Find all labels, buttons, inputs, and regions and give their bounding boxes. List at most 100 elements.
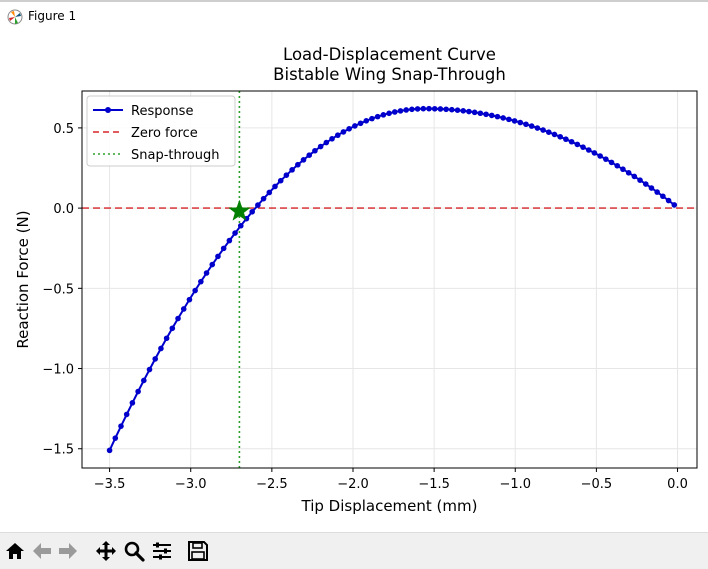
data-point [232,230,238,236]
data-point [180,306,187,312]
data-point [540,127,546,133]
x-tick-label: −1.5 [418,477,450,492]
x-tick-label: −1.0 [499,477,531,492]
data-point [488,112,495,119]
floppy-disk-icon [188,541,208,561]
pan-button[interactable] [94,539,118,563]
legend-label: Response [131,104,193,119]
data-point [523,121,529,128]
data-point [426,105,432,112]
data-point [295,161,301,168]
save-button[interactable] [186,539,210,563]
data-point [346,126,352,132]
data-point [329,135,335,142]
data-point [198,278,204,285]
data-point [648,185,655,191]
data-point [203,270,210,276]
data-point [209,261,216,268]
data-point [118,423,124,429]
legend-label: Snap-through [131,148,219,163]
series-response-markers [106,105,678,454]
y-tick-label: −0.5 [42,282,74,297]
x-tick-label: −2.5 [256,477,288,492]
figure-canvas[interactable]: Load-Displacement Curve Bistable Wing Sna… [0,34,708,532]
data-point [654,189,660,195]
data-point [431,105,438,112]
data-point [454,107,461,113]
data-point [306,152,313,158]
data-point [620,166,626,173]
data-point [283,172,290,178]
data-point [551,131,558,138]
chart-title-line: Load-Displacement Curve [283,45,496,64]
data-point [591,150,598,156]
matplotlib-app-icon [7,9,23,25]
data-point [466,108,472,115]
y-tick-label: −1.0 [42,363,74,378]
back-button[interactable] [30,539,54,563]
data-point [255,202,261,208]
x-tick-label: 0.0 [667,477,688,492]
data-point [380,112,387,118]
data-point [323,139,330,146]
data-point [340,129,347,135]
home-icon [6,543,24,559]
data-point [175,315,181,322]
data-point [357,120,364,127]
data-point [386,110,392,117]
data-point [528,123,535,129]
data-point [186,296,193,303]
data-point [226,237,233,244]
data-point [141,377,147,384]
data-point [483,111,489,118]
data-point [437,106,444,112]
data-point [289,167,295,173]
data-point [169,325,176,332]
data-point [300,157,307,163]
x-tick-label: −2.0 [337,477,369,492]
data-point [158,345,164,352]
y-tick-label: −1.5 [42,443,74,458]
home-button[interactable] [3,539,27,563]
sliders-icon [153,542,171,560]
titlebar-edge [0,0,708,2]
configure-subplots-button[interactable] [150,539,174,563]
data-point [449,106,455,113]
data-point [660,193,666,200]
arrow-right-icon [59,543,77,559]
legend-swatch-marker [105,107,111,113]
data-point [580,144,586,150]
data-point [471,109,478,116]
data-point [192,287,198,294]
data-point [277,177,284,184]
data-point [625,169,632,176]
data-point [129,400,136,406]
data-point [631,173,638,180]
data-point [220,245,227,252]
data-point [494,113,501,120]
data-point [123,411,130,418]
data-point [403,107,409,113]
axes-frame [81,90,698,469]
data-point [557,133,564,140]
legend-label: Zero force [131,126,198,141]
data-point [112,435,119,441]
zoom-button[interactable] [122,539,146,563]
data-point [135,388,141,395]
window-title: Figure 1 [28,9,77,23]
data-point [511,118,518,124]
data-point [260,195,267,202]
move-icon [96,541,116,561]
data-point [517,119,524,126]
data-point [608,159,615,166]
data-point [266,189,273,196]
y-axis-label: Reaction Force (N) [14,210,32,348]
data-point [597,153,603,159]
data-point [574,141,581,148]
x-tick-label: −0.5 [581,477,613,492]
forward-button[interactable] [56,539,80,563]
data-point [665,197,672,204]
snap-through-star-marker [228,199,251,221]
data-point [409,106,415,113]
